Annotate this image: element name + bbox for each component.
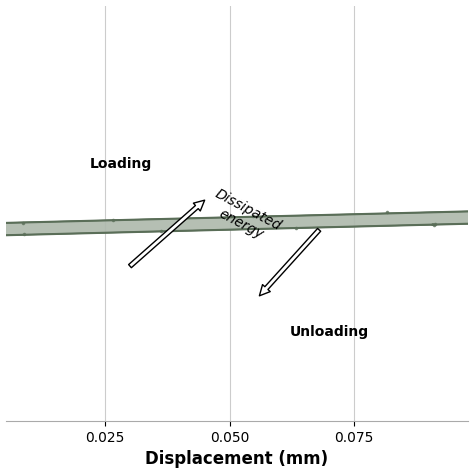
- Point: [383, 209, 391, 216]
- Point: [157, 227, 164, 235]
- Point: [20, 230, 27, 238]
- Text: Unloading: Unloading: [289, 325, 368, 339]
- Point: [249, 212, 256, 220]
- Point: [292, 224, 300, 231]
- Polygon shape: [0, 116, 474, 331]
- Text: Loading: Loading: [90, 157, 153, 171]
- Point: [109, 217, 117, 224]
- Text: Dissipated
energy: Dissipated energy: [205, 186, 284, 247]
- X-axis label: Displacement (mm): Displacement (mm): [146, 450, 328, 468]
- Point: [432, 221, 439, 228]
- Point: [430, 221, 438, 229]
- Point: [19, 219, 27, 227]
